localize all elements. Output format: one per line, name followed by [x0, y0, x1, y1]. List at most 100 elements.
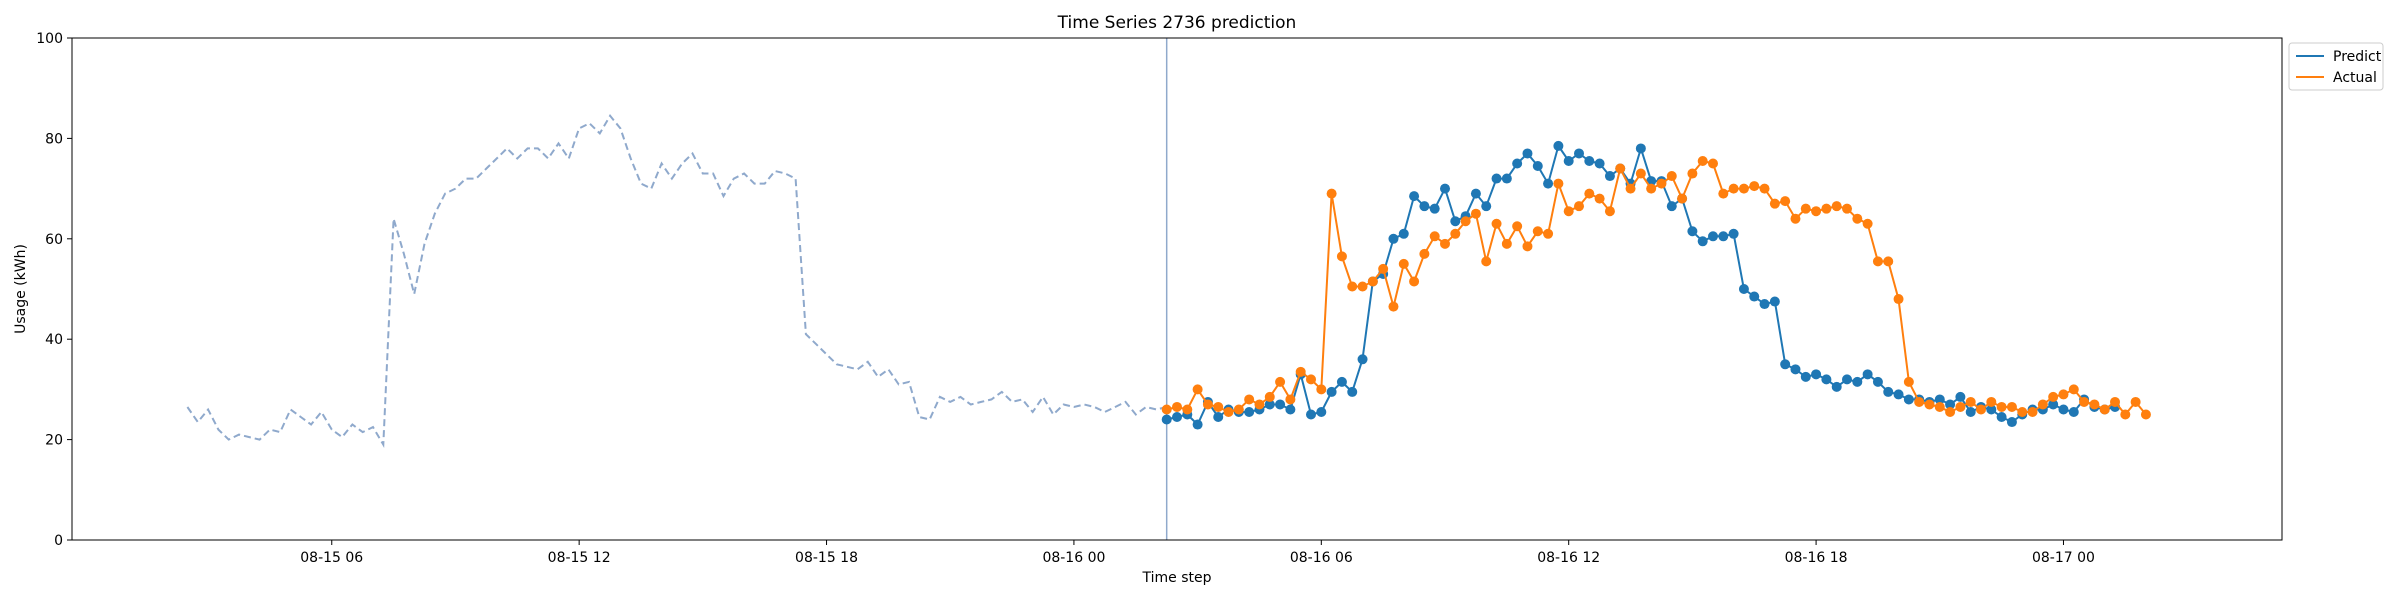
actual-point	[1460, 216, 1471, 227]
legend-label-predict: Predict	[2333, 49, 2382, 65]
actual-point	[1357, 281, 1368, 292]
actual-point	[1543, 228, 1554, 239]
actual-point	[1367, 276, 1378, 287]
predict-point	[1697, 236, 1708, 247]
predict-point	[1934, 394, 1945, 405]
y-axis-label: Usage (kWh)	[13, 244, 29, 334]
actual-point	[1615, 163, 1626, 174]
predict-point	[1285, 404, 1296, 415]
actual-point	[1872, 256, 1883, 267]
actual-point	[1821, 203, 1832, 214]
x-tick-label: 08-16 12	[1537, 550, 1600, 566]
actual-point	[1378, 263, 1389, 274]
actual-point	[1192, 384, 1203, 395]
actual-point	[1450, 228, 1461, 239]
plot-frame	[71, 37, 2283, 541]
y-tick-label: 0	[54, 533, 63, 549]
predict-point	[1543, 178, 1554, 189]
predict-point	[1409, 191, 1420, 202]
actual-point	[1945, 406, 1956, 417]
actual-point	[1914, 396, 1925, 407]
predict-point	[1244, 406, 1255, 417]
predict-point	[1821, 374, 1832, 385]
series-layer	[186, 38, 2151, 540]
actual-point	[1275, 376, 1286, 387]
actual-point	[1883, 256, 1894, 267]
actual-point	[2110, 396, 2121, 407]
actual-point	[1316, 384, 1327, 395]
actual-point	[2017, 406, 2028, 417]
predict-point	[2058, 404, 2069, 415]
predict-point	[2068, 406, 2079, 417]
predict-point	[1440, 183, 1451, 194]
actual-point	[1790, 213, 1801, 224]
series-actual	[1161, 155, 2151, 420]
actual-point	[1512, 221, 1523, 232]
actual-point	[1903, 376, 1914, 387]
predict-point	[1749, 291, 1760, 302]
predict-point	[1357, 354, 1368, 365]
actual-point	[1811, 206, 1822, 217]
y-tick-label: 40	[45, 332, 63, 348]
predict-point	[1594, 158, 1605, 169]
actual-point	[1955, 401, 1966, 412]
actual-point	[1336, 251, 1347, 262]
predict-point	[1470, 188, 1481, 199]
actual-point	[1470, 208, 1481, 219]
actual-point	[1965, 396, 1976, 407]
actual-point	[1161, 404, 1172, 415]
predict-point	[1769, 296, 1780, 307]
predict-point	[1965, 406, 1976, 417]
x-tick-label: 08-15 12	[548, 550, 611, 566]
actual-point	[1388, 301, 1399, 312]
predict-point	[1996, 412, 2007, 423]
actual-point	[2099, 404, 2110, 415]
actual-point	[1202, 399, 1213, 410]
actual-point	[1934, 401, 1945, 412]
history-line	[186, 114, 1167, 449]
predict-point	[1326, 386, 1337, 397]
actual-point	[1481, 256, 1492, 267]
predict-point	[1419, 201, 1430, 212]
actual-point	[1604, 206, 1615, 217]
y-tick-label: 20	[45, 433, 63, 449]
actual-point	[1574, 201, 1585, 212]
actual-point	[1491, 218, 1502, 229]
actual-point	[1738, 183, 1749, 194]
predict-point	[1945, 399, 1956, 410]
actual-point	[1728, 183, 1739, 194]
predict-point	[1604, 171, 1615, 182]
predict-point	[1728, 228, 1739, 239]
actual-point	[2037, 399, 2048, 410]
x-tick-label: 08-16 18	[1785, 550, 1848, 566]
predict-point	[1790, 364, 1801, 375]
actual-point	[1182, 404, 1193, 415]
actual-point	[1429, 231, 1440, 242]
predict-point	[1718, 231, 1729, 242]
predict-point	[1893, 389, 1904, 400]
y-axis-ticks: 0 20 40 60 80 100	[36, 31, 72, 549]
predict-point	[1316, 406, 1327, 417]
actual-point	[1254, 399, 1265, 410]
actual-point	[1244, 394, 1255, 405]
actual-point	[1233, 404, 1244, 415]
predict-point	[1872, 376, 1883, 387]
actual-point	[1419, 248, 1430, 259]
actual-point	[2027, 406, 2038, 417]
actual-point	[1625, 183, 1636, 194]
legend-label-actual: Actual	[2333, 70, 2377, 86]
predict-point	[1574, 148, 1585, 159]
actual-point	[2048, 391, 2059, 402]
predict-point	[1708, 231, 1719, 242]
x-tick-label: 08-17 00	[2032, 550, 2095, 566]
actual-point	[1501, 238, 1512, 249]
actual-point	[2120, 409, 2131, 420]
predict-point	[1862, 369, 1873, 380]
y-tick-label: 80	[45, 131, 63, 147]
actual-point	[1831, 201, 1842, 212]
predict-point	[1903, 394, 1914, 405]
predict-point	[1687, 226, 1698, 237]
actual-point	[1759, 183, 1770, 194]
predict-point	[1491, 173, 1502, 184]
